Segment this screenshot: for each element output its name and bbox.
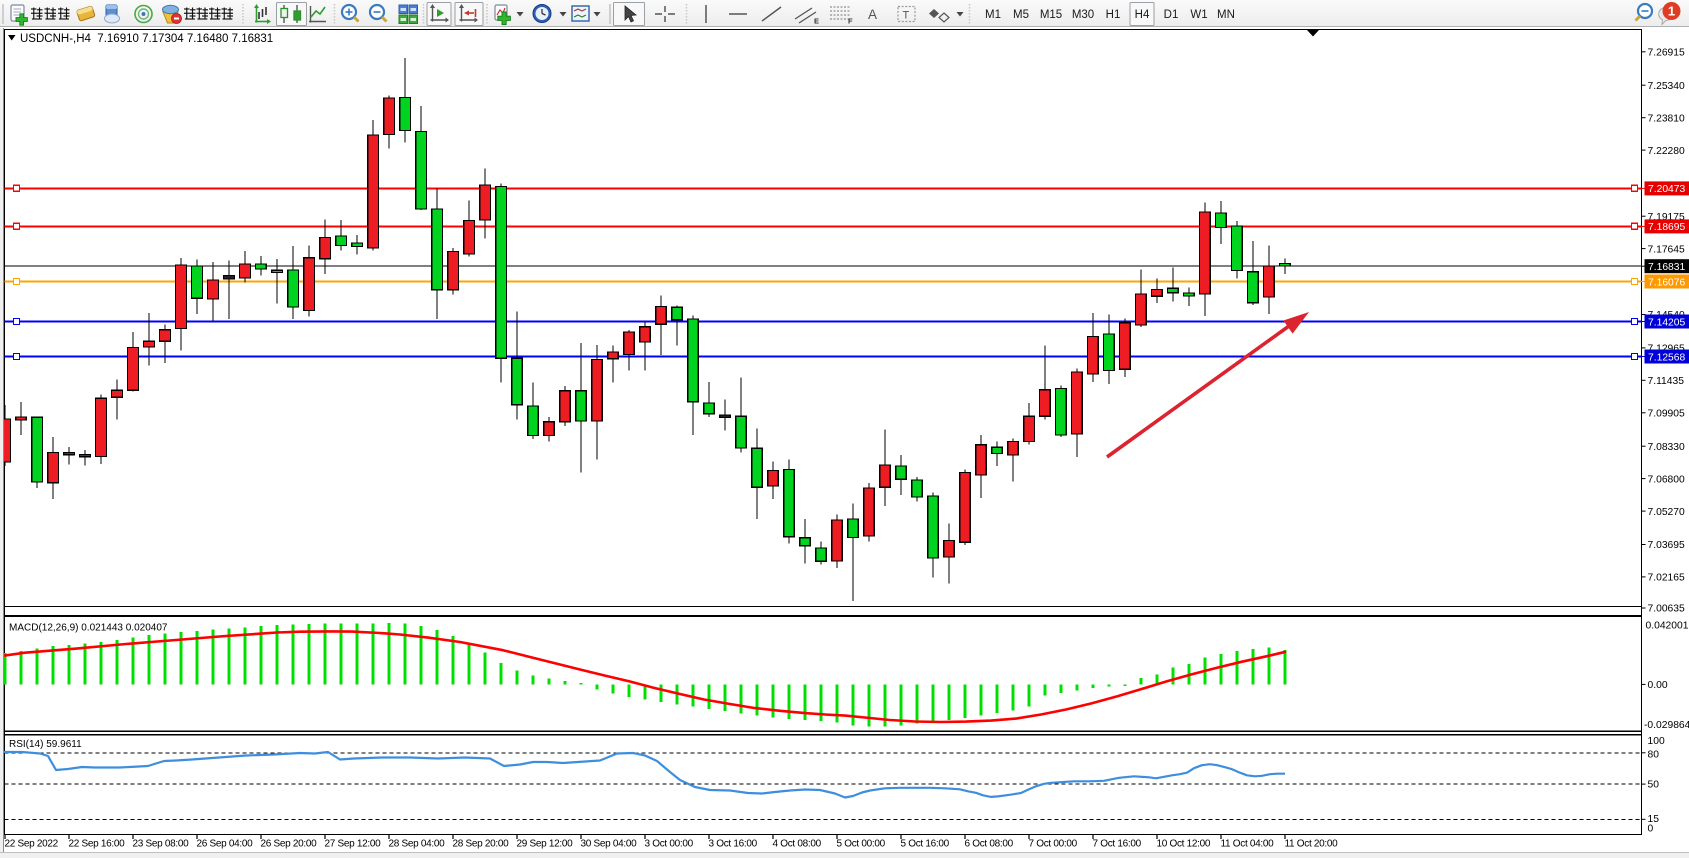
- svg-text:5 Oct 16:00: 5 Oct 16:00: [901, 839, 950, 850]
- svg-text:D1: D1: [1164, 9, 1179, 21]
- svg-text:M5: M5: [1013, 9, 1029, 21]
- svg-text:W1: W1: [1190, 9, 1207, 21]
- svg-text:7.22280: 7.22280: [1648, 146, 1685, 157]
- svg-text:7.03695: 7.03695: [1648, 540, 1685, 551]
- svg-text:H4: H4: [1135, 9, 1150, 21]
- svg-text:7.14205: 7.14205: [1648, 317, 1685, 328]
- svg-text:29 Sep 12:00: 29 Sep 12:00: [517, 839, 574, 850]
- svg-text:F: F: [848, 17, 853, 26]
- svg-text:28 Sep 04:00: 28 Sep 04:00: [389, 839, 446, 850]
- svg-text:6 Oct 08:00: 6 Oct 08:00: [965, 839, 1014, 850]
- svg-text:RSI(14) 59.9611: RSI(14) 59.9611: [9, 739, 82, 750]
- svg-text:USDCNH-,H4 7.16910 7.17304 7.: USDCNH-,H4 7.16910 7.17304 7.16480 7.168…: [20, 33, 273, 45]
- svg-text:28 Sep 20:00: 28 Sep 20:00: [453, 839, 510, 850]
- svg-text:7.25340: 7.25340: [1648, 81, 1685, 92]
- svg-text:30 Sep 04:00: 30 Sep 04:00: [581, 839, 638, 850]
- svg-text:4 Oct 08:00: 4 Oct 08:00: [773, 839, 822, 850]
- svg-text:M1: M1: [985, 9, 1001, 21]
- svg-text:7 Oct 00:00: 7 Oct 00:00: [1029, 839, 1078, 850]
- svg-text:27 Sep 12:00: 27 Sep 12:00: [325, 839, 382, 850]
- svg-text:7.16831: 7.16831: [1648, 262, 1685, 273]
- svg-text:7.00635: 7.00635: [1648, 604, 1685, 615]
- svg-text:1: 1: [1668, 4, 1675, 19]
- svg-text:50: 50: [1648, 780, 1660, 791]
- svg-text:22 Sep 16:00: 22 Sep 16:00: [69, 839, 126, 850]
- svg-text:11 Oct 04:00: 11 Oct 04:00: [1221, 839, 1275, 850]
- svg-text:0.042001: 0.042001: [1646, 621, 1689, 632]
- svg-text:7.26915: 7.26915: [1648, 48, 1685, 59]
- svg-text:7.20473: 7.20473: [1648, 184, 1685, 195]
- svg-text:H1: H1: [1106, 9, 1121, 21]
- svg-text:7.18695: 7.18695: [1648, 222, 1685, 233]
- svg-text:A: A: [868, 7, 877, 22]
- svg-text:7.12568: 7.12568: [1648, 352, 1685, 363]
- svg-text:0: 0: [1648, 824, 1654, 835]
- svg-text:11 Oct 20:00: 11 Oct 20:00: [1285, 839, 1339, 850]
- svg-text:7.19175: 7.19175: [1648, 212, 1685, 223]
- svg-text:7.09905: 7.09905: [1648, 409, 1685, 420]
- svg-text:22 Sep 2022: 22 Sep 2022: [5, 839, 59, 850]
- svg-text:3 Oct 00:00: 3 Oct 00:00: [645, 839, 694, 850]
- svg-text:23 Sep 08:00: 23 Sep 08:00: [133, 839, 190, 850]
- svg-text:MACD(12,26,9) 0.021443 0.02040: MACD(12,26,9) 0.021443 0.020407: [9, 623, 168, 634]
- svg-text:7 Oct 16:00: 7 Oct 16:00: [1093, 839, 1142, 850]
- svg-text:10 Oct 12:00: 10 Oct 12:00: [1157, 839, 1211, 850]
- svg-text:7.02165: 7.02165: [1648, 573, 1685, 584]
- svg-text:7.11435: 7.11435: [1648, 376, 1685, 387]
- svg-text:7.08330: 7.08330: [1648, 442, 1685, 453]
- svg-text:MN: MN: [1217, 9, 1235, 21]
- svg-text:7.06800: 7.06800: [1648, 474, 1685, 485]
- svg-text:E: E: [814, 17, 819, 26]
- svg-text:100: 100: [1648, 736, 1665, 747]
- svg-text:26 Sep 04:00: 26 Sep 04:00: [197, 839, 254, 850]
- svg-text:7.12965: 7.12965: [1648, 344, 1685, 355]
- svg-text:15: 15: [1648, 814, 1660, 825]
- svg-text:5 Oct 00:00: 5 Oct 00:00: [837, 839, 886, 850]
- svg-text:M15: M15: [1040, 9, 1062, 21]
- svg-text:26 Sep 20:00: 26 Sep 20:00: [261, 839, 318, 850]
- svg-text:M30: M30: [1072, 9, 1094, 21]
- svg-text:-0.029864: -0.029864: [1644, 720, 1689, 731]
- svg-text:0.00: 0.00: [1648, 680, 1668, 691]
- svg-text:3 Oct 16:00: 3 Oct 16:00: [709, 839, 758, 850]
- svg-text:7.23810: 7.23810: [1648, 113, 1685, 124]
- svg-text:80: 80: [1648, 750, 1660, 761]
- svg-text:7.17645: 7.17645: [1648, 244, 1685, 255]
- svg-text:T: T: [903, 10, 910, 22]
- svg-text:7.05270: 7.05270: [1648, 507, 1685, 518]
- svg-text:7.16076: 7.16076: [1648, 277, 1685, 288]
